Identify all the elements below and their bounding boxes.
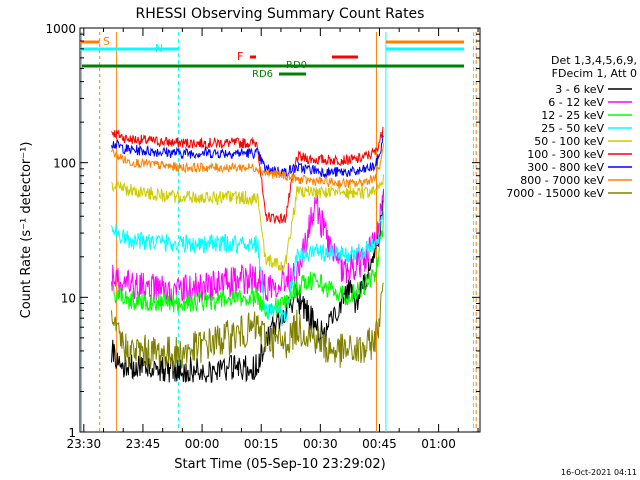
legend-entry-label: 3 - 6 keV: [555, 83, 604, 96]
series-line-1: [111, 188, 384, 307]
series-line-2: [111, 211, 384, 319]
x-tick-label: 00:45: [362, 437, 397, 451]
series-line-6: [111, 134, 384, 179]
chart-title: RHESSI Observing Summary Count Rates: [136, 6, 425, 22]
x-tick-label: 00:30: [303, 437, 338, 451]
y-tick-label: 100: [53, 157, 76, 171]
y-tick-label: 1000: [45, 22, 76, 36]
legend-entry-label: 300 - 800 keV: [527, 161, 604, 174]
night-label: N: [155, 42, 163, 55]
y-tick-label: 1: [68, 426, 76, 440]
legend-entry-label: 25 - 50 keV: [541, 122, 604, 135]
series-line-5: [111, 126, 384, 225]
saa-label: S: [103, 35, 110, 48]
legend-entry-label: 6 - 12 keV: [548, 96, 604, 109]
legend-entry-label: 12 - 25 keV: [541, 109, 604, 122]
y-axis-label: Count Rate (s⁻¹ detector⁻¹): [19, 142, 34, 319]
chart-timestamp: 16-Oct-2021 04:11: [561, 468, 637, 477]
series-line-8: [111, 282, 384, 371]
series-line-3: [111, 202, 384, 327]
x-tick-label: 01:00: [421, 437, 456, 451]
y-tick-label: 10: [61, 291, 76, 305]
plot-area-border: [79, 27, 481, 433]
series-line-0: [111, 190, 384, 383]
flare-label: F: [237, 50, 243, 63]
x-tick-label: 23:45: [126, 437, 161, 451]
legend-header-line: FDecim 1, Att 0: [552, 67, 637, 80]
rd0-label: RD0: [286, 60, 307, 71]
legend-entry-label: 50 - 100 keV: [534, 135, 604, 148]
rd6-label: RD6: [252, 69, 273, 80]
legend-entry-label: 7000 - 15000 keV: [506, 187, 604, 200]
x-tick-label: 23:30: [67, 437, 102, 451]
legend-entry-label: 800 - 7000 keV: [520, 174, 604, 187]
series-line-4: [111, 174, 384, 272]
series-line-7: [111, 143, 384, 189]
x-tick-label: 00:15: [244, 437, 279, 451]
x-tick-label: 00:00: [185, 437, 220, 451]
x-axis-label: Start Time (05-Sep-10 23:29:02): [174, 457, 385, 472]
legend-entry-label: 100 - 300 keV: [527, 148, 604, 161]
legend-header-line: Det 1,3,4,5,6,9,: [551, 54, 637, 67]
